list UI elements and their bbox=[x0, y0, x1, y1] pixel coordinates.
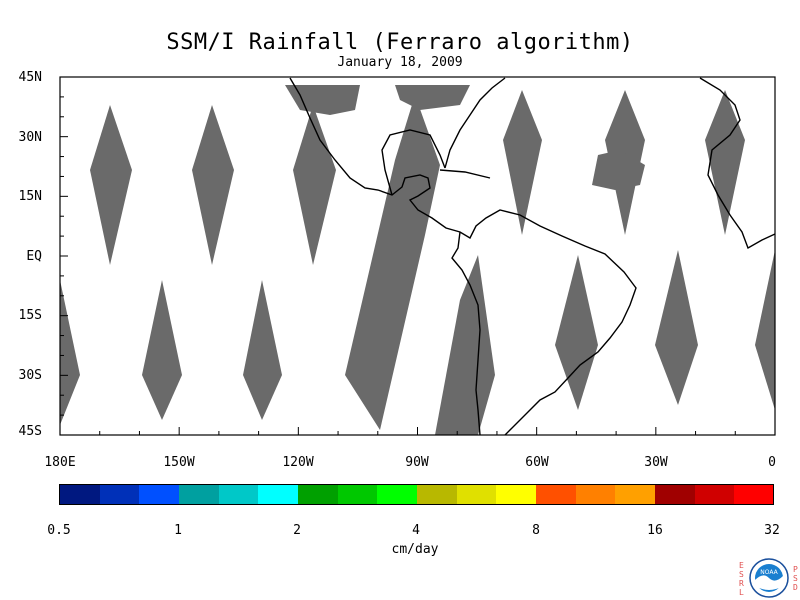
logo-letter-s: S bbox=[739, 570, 744, 579]
logo-letter-d: D bbox=[793, 583, 798, 592]
lat-label-45n: 45N bbox=[18, 70, 42, 85]
lat-label-15s: 15S bbox=[18, 308, 42, 323]
colorbar-swatch bbox=[179, 485, 219, 505]
noaa-esrl-psd-logo: E S R L NOAA P S D bbox=[735, 555, 800, 600]
logo-letter-p: P bbox=[793, 565, 798, 574]
colorbar-swatch bbox=[536, 485, 576, 505]
colorbar-swatch bbox=[139, 485, 179, 505]
colorbar-swatch bbox=[60, 485, 100, 505]
colorbar-tick-label: 2 bbox=[293, 523, 301, 538]
logo-letter-s2: S bbox=[793, 574, 798, 583]
no-data-swath bbox=[555, 255, 598, 410]
no-data-swath bbox=[435, 255, 495, 435]
logo-letter-r: R bbox=[739, 579, 744, 588]
no-data-swath bbox=[142, 280, 182, 420]
no-data-swaths bbox=[60, 85, 775, 435]
colorbar-swatch bbox=[655, 485, 695, 505]
no-data-swath bbox=[755, 250, 775, 410]
colorbar-units: cm/day bbox=[391, 542, 439, 557]
lon-label-60w: 60W bbox=[525, 455, 549, 470]
americas-coast bbox=[289, 77, 637, 435]
lon-label-120w: 120W bbox=[282, 455, 314, 470]
lon-label-30w: 30W bbox=[644, 455, 668, 470]
no-data-swath bbox=[503, 90, 542, 235]
lon-label-0: 0 bbox=[768, 455, 776, 470]
colorbar-tick-label: 4 bbox=[412, 523, 420, 538]
colorbar-swatch bbox=[734, 485, 774, 505]
logo-letter-l: L bbox=[739, 588, 744, 597]
no-data-swath bbox=[60, 280, 80, 425]
no-data-swath bbox=[655, 250, 698, 405]
gulf-of-mexico-coast bbox=[381, 129, 446, 196]
colorbar-swatch bbox=[695, 485, 734, 505]
colorbar-tick-label: 32 bbox=[764, 523, 780, 538]
page-subtitle: January 18, 2009 bbox=[337, 55, 463, 70]
colorbar-swatch bbox=[417, 485, 457, 505]
colorbar-swatch bbox=[457, 485, 496, 505]
logo-badge-text: NOAA bbox=[760, 569, 778, 576]
colorbar-tick-label: 1 bbox=[174, 523, 182, 538]
colorbar-swatch bbox=[298, 485, 338, 505]
lat-label-30n: 30N bbox=[18, 130, 42, 145]
no-data-swath bbox=[243, 280, 282, 420]
europe-africa-coast bbox=[699, 77, 775, 250]
colorbar-tick-label: 8 bbox=[532, 523, 540, 538]
colorbar-swatch bbox=[576, 485, 615, 505]
colorbar-swatch bbox=[100, 485, 139, 505]
colorbar-swatch bbox=[219, 485, 258, 505]
colorbar-swatch bbox=[258, 485, 298, 505]
lat-label-45s: 45S bbox=[18, 424, 42, 439]
no-data-swath bbox=[592, 150, 645, 190]
south-america-west-coast bbox=[451, 231, 481, 435]
logo-letter-e: E bbox=[739, 561, 744, 570]
colorbar-tick-label: 16 bbox=[647, 523, 663, 538]
colorbar-swatch bbox=[496, 485, 536, 505]
no-data-swath bbox=[293, 105, 336, 265]
no-data-swath bbox=[285, 85, 360, 115]
colorbar-swatch bbox=[377, 485, 417, 505]
lat-label-30s: 30S bbox=[18, 368, 42, 383]
colorbar-swatch bbox=[615, 485, 655, 505]
noaa-badge-icon: NOAA bbox=[749, 558, 789, 598]
lon-label-90w: 90W bbox=[405, 455, 429, 470]
no-data-swath bbox=[395, 85, 470, 110]
lon-label-180e: 180E bbox=[44, 455, 76, 470]
page-title: SSM/I Rainfall (Ferraro algorithm) bbox=[166, 30, 634, 55]
map-frame bbox=[59, 76, 776, 436]
lon-label-150w: 150W bbox=[163, 455, 195, 470]
lat-label-15n: 15N bbox=[18, 189, 42, 204]
colorbar-tick-label: 0.5 bbox=[47, 523, 71, 538]
no-data-swath bbox=[90, 105, 132, 265]
lat-label-eq: EQ bbox=[26, 249, 42, 264]
coastlines bbox=[289, 77, 775, 435]
cuba-coast bbox=[439, 169, 491, 179]
colorbar-swatch bbox=[338, 485, 377, 505]
us-east-coast bbox=[444, 77, 506, 169]
no-data-swath bbox=[345, 95, 440, 430]
no-data-swath bbox=[192, 105, 234, 265]
